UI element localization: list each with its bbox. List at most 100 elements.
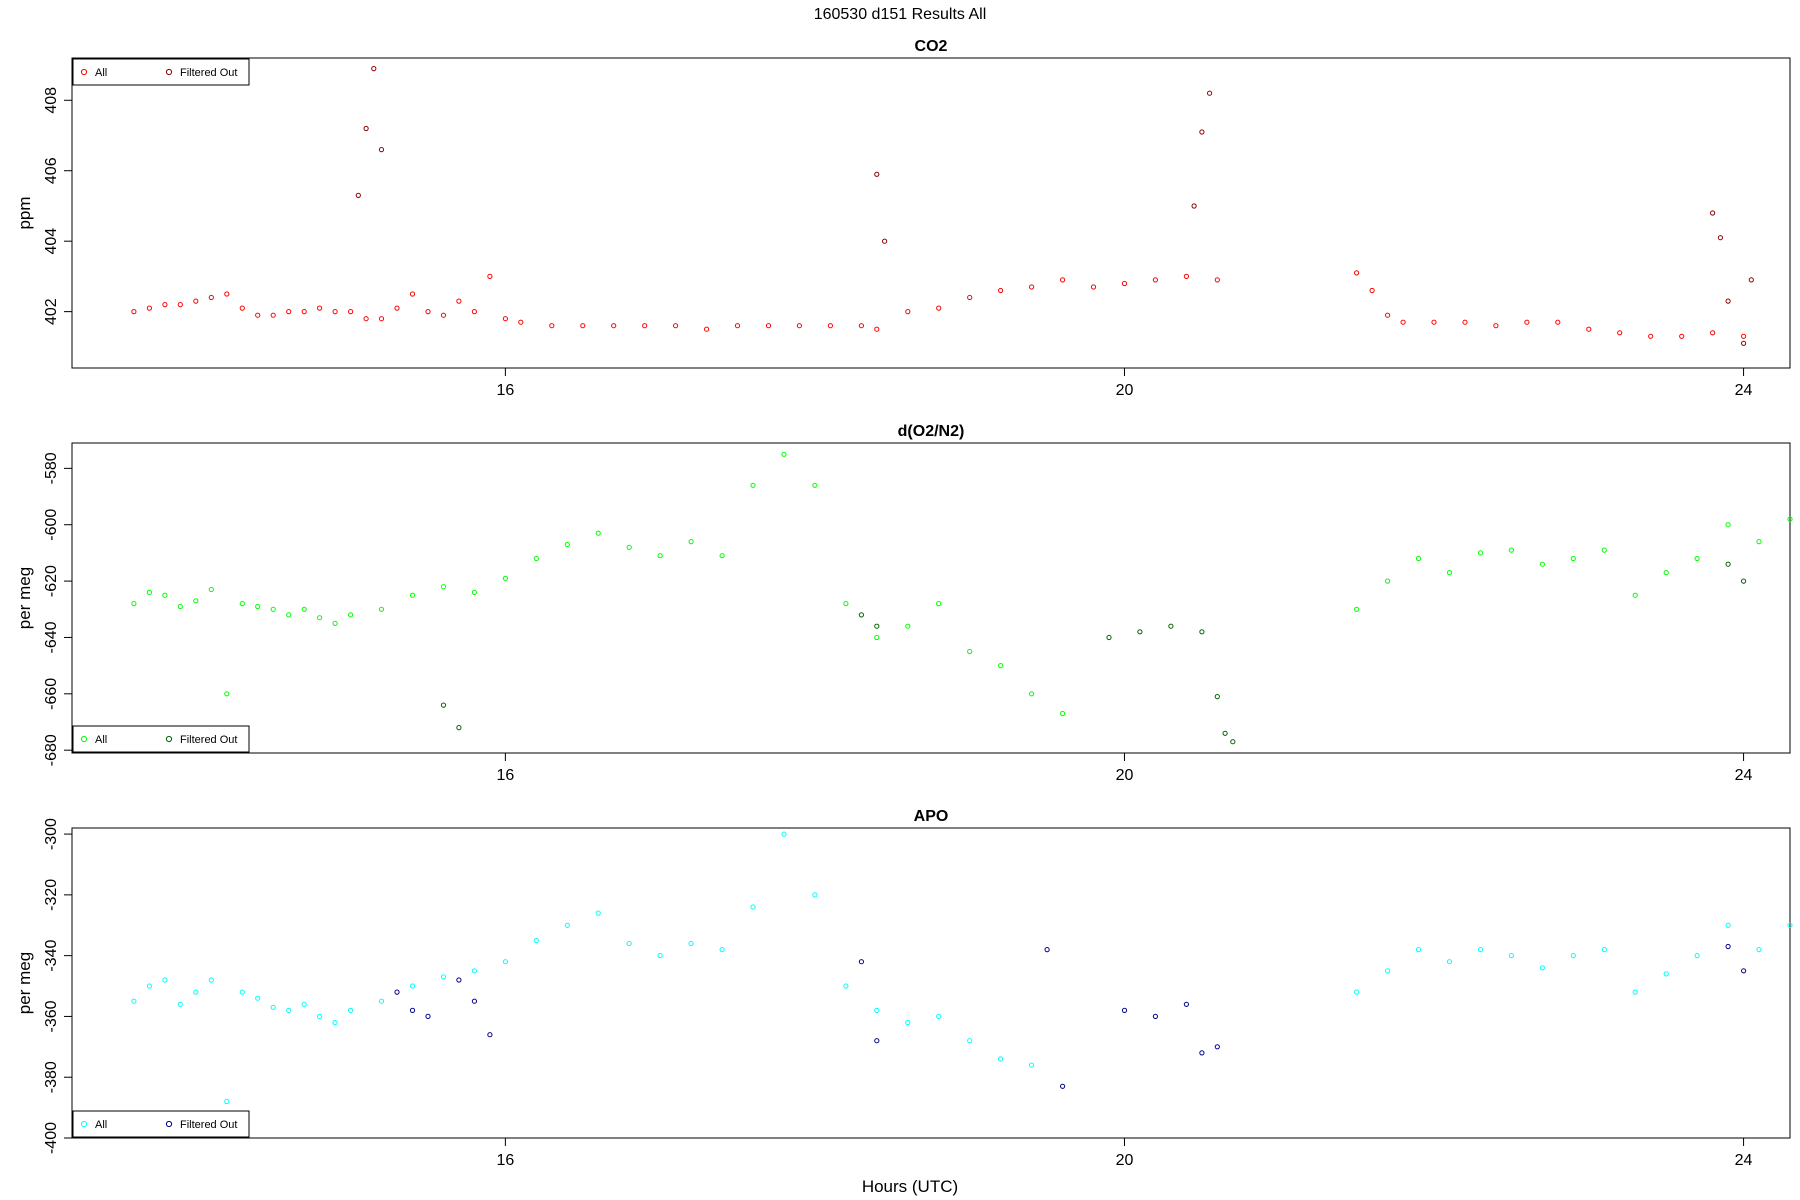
legend: All Filtered Out xyxy=(72,725,250,753)
data-point xyxy=(317,305,323,311)
data-point xyxy=(750,904,756,910)
data-point xyxy=(1710,330,1716,336)
data-point xyxy=(1029,284,1035,290)
data-point xyxy=(131,601,137,607)
data-point xyxy=(332,309,338,315)
y-tick-label: 408 xyxy=(43,87,60,114)
legend-box xyxy=(72,725,250,753)
data-point xyxy=(1725,522,1731,528)
data-point xyxy=(1214,277,1220,283)
data-point xyxy=(1106,634,1112,641)
data-point xyxy=(456,725,462,731)
y-tick-label: -360 xyxy=(43,1000,60,1032)
data-point xyxy=(936,305,942,311)
data-point xyxy=(1446,959,1453,965)
data-point xyxy=(317,615,323,621)
data-point xyxy=(378,316,385,322)
data-point xyxy=(827,323,834,329)
data-point xyxy=(1214,1044,1220,1050)
data-point xyxy=(1725,943,1731,950)
data-point xyxy=(409,983,416,989)
data-point xyxy=(270,312,276,318)
panel-title: CO2 xyxy=(915,38,948,55)
data-point xyxy=(1694,555,1700,562)
data-point xyxy=(936,1013,942,1020)
data-point xyxy=(858,612,865,618)
data-point xyxy=(286,612,292,618)
data-point xyxy=(487,273,493,279)
data-point xyxy=(1400,319,1406,325)
panel-title: APO xyxy=(914,808,949,825)
panel-3: APO 16 20 24 -400 -380 -360 -340 -320 -300 per meg… xyxy=(15,808,1793,1169)
data-point xyxy=(348,612,354,618)
data-point xyxy=(224,291,230,297)
data-point xyxy=(595,910,601,916)
y-tick-label: -680 xyxy=(43,734,60,766)
data-point xyxy=(193,989,199,995)
data-point xyxy=(1121,1007,1128,1014)
data-point xyxy=(1717,235,1724,241)
data-point xyxy=(363,125,369,132)
data-point xyxy=(440,312,447,318)
data-point xyxy=(255,312,261,318)
data-point xyxy=(905,623,911,629)
y-tick-label: -600 xyxy=(43,509,60,541)
data-point xyxy=(549,323,555,329)
x-tick-label: 20 xyxy=(1116,382,1134,399)
data-point xyxy=(874,171,880,177)
data-point xyxy=(704,326,710,332)
series-filtered xyxy=(440,561,1747,745)
y-tick-label: -300 xyxy=(43,818,60,850)
data-point xyxy=(1741,340,1747,346)
y-tick-label: 406 xyxy=(43,157,60,184)
data-point xyxy=(394,989,400,995)
data-point xyxy=(502,316,508,322)
legend-marker-all xyxy=(80,68,88,76)
data-point xyxy=(734,323,741,329)
x-axis-label: Hours (UTC) xyxy=(862,1177,958,1196)
data-point xyxy=(224,1098,230,1105)
legend-label-all: All xyxy=(95,734,107,746)
data-point xyxy=(719,947,725,953)
data-point xyxy=(1199,129,1205,135)
legend-label-all: All xyxy=(95,1119,107,1131)
data-point xyxy=(301,1001,307,1007)
figure-title: 160530 d151 Results All xyxy=(814,6,987,23)
data-point xyxy=(1601,947,1607,953)
data-point xyxy=(967,1038,973,1044)
legend-label-all: All xyxy=(95,67,107,79)
data-point xyxy=(1060,1083,1066,1089)
data-point xyxy=(1168,623,1174,629)
y-tick-label: -660 xyxy=(43,678,60,710)
data-point xyxy=(1191,203,1197,209)
y-tick-label: -640 xyxy=(43,621,60,653)
x-tick-label: 24 xyxy=(1735,382,1753,399)
data-point xyxy=(239,305,245,311)
y-axis-label: per meg xyxy=(15,567,34,629)
data-point xyxy=(208,977,214,983)
data-point xyxy=(131,998,137,1004)
data-point xyxy=(518,319,524,325)
data-point xyxy=(642,323,648,329)
data-point xyxy=(998,287,1004,294)
data-point xyxy=(1570,953,1576,959)
data-point xyxy=(1787,922,1793,928)
data-point xyxy=(355,192,361,198)
data-point xyxy=(1060,277,1066,283)
data-point xyxy=(177,603,183,610)
data-point xyxy=(1431,319,1437,325)
legend-box xyxy=(72,58,250,86)
data-point xyxy=(317,1013,323,1020)
data-point xyxy=(874,1038,880,1044)
data-point xyxy=(471,309,477,315)
data-point xyxy=(1570,555,1576,562)
data-point xyxy=(286,1007,292,1014)
data-point xyxy=(1090,284,1097,290)
data-point xyxy=(533,937,539,944)
data-point xyxy=(131,309,137,315)
data-point xyxy=(146,589,152,596)
data-point xyxy=(1741,578,1747,584)
data-point xyxy=(332,620,338,627)
